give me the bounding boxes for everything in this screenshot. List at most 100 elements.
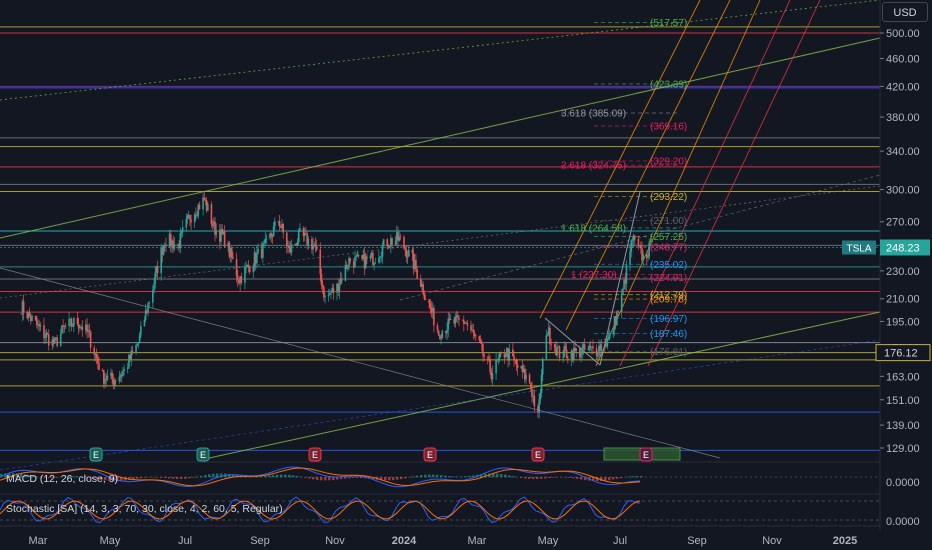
candle-body (580, 354, 582, 357)
candle-body (256, 253, 258, 263)
candle-body (455, 317, 457, 323)
candle-body (203, 198, 205, 201)
candle-body (127, 368, 129, 369)
macd-histogram-bar (196, 477, 199, 478)
candle-body (148, 302, 150, 303)
candle-body (473, 330, 475, 333)
candle-body (241, 276, 243, 282)
candle-body (199, 205, 201, 210)
earnings-marker[interactable]: E (424, 448, 436, 461)
earnings-marker[interactable]: E (309, 448, 321, 461)
candle-body (457, 315, 459, 317)
candle-body (196, 216, 198, 217)
candle-body (587, 349, 589, 350)
candle-body (56, 337, 58, 345)
fib-label: (209.78) (650, 295, 687, 306)
candle-body (380, 257, 382, 258)
candle-body (412, 250, 414, 253)
macd-histogram-bar (528, 477, 531, 479)
candle-body (630, 240, 632, 251)
candle-body (632, 240, 634, 241)
macd-histogram-bar (608, 477, 611, 480)
candle-body (72, 326, 74, 327)
candle-body (136, 345, 138, 346)
macd-histogram-bar (284, 475, 287, 478)
price-axis-label: 230.00 (886, 266, 920, 278)
candle-body (374, 263, 376, 264)
macd-histogram-bar (292, 475, 295, 477)
candle-body (373, 263, 375, 265)
candle-body (279, 221, 281, 227)
macd-histogram-bar (472, 475, 475, 477)
macd-histogram-bar (140, 477, 143, 478)
macd-histogram-bar (200, 476, 203, 477)
candle-body (404, 248, 406, 250)
candle-body (139, 335, 141, 343)
earnings-letter: E (93, 450, 99, 460)
candle-body (567, 358, 569, 359)
fib-label: (196.97) (650, 314, 687, 325)
price-axis-label: 380.00 (886, 112, 920, 124)
macd-histogram-bar (544, 477, 547, 478)
earnings-marker[interactable]: E (532, 448, 544, 461)
macd-histogram-bar (276, 475, 279, 477)
candle-body (479, 336, 481, 340)
candle-body (181, 230, 183, 232)
candle-body (48, 335, 50, 346)
candle-body (358, 255, 360, 256)
fib-label: (187.46) (650, 329, 687, 340)
candle-body (550, 344, 552, 345)
candle-body (597, 355, 599, 356)
candle-body (446, 330, 448, 333)
candle-body (638, 239, 640, 246)
candle-body (584, 344, 586, 350)
candle-body (517, 365, 519, 368)
candle-body (154, 273, 156, 284)
candle-body (89, 331, 91, 332)
candle-body (500, 353, 502, 354)
macd-histogram-bar (348, 477, 351, 478)
candle-body (54, 338, 56, 344)
macd-histogram-bar (508, 475, 511, 477)
price-axis-label: 151.00 (886, 395, 920, 407)
macd-histogram-bar (568, 477, 571, 478)
stochastic-label[interactable]: Stochastic [SA] (14, 3, 3, 70, 30, close… (6, 503, 283, 515)
candle-body (349, 258, 351, 262)
earnings-marker[interactable]: E (197, 448, 209, 461)
candle-body (286, 232, 288, 246)
candle-body (322, 285, 324, 287)
currency-button[interactable]: USD (882, 2, 928, 22)
candle-body (592, 346, 594, 348)
fib-label: (248.77) (650, 242, 687, 253)
candle-body (132, 351, 134, 352)
candle-body (40, 325, 42, 326)
candle-body (107, 376, 109, 380)
candle-body (531, 389, 533, 397)
candle-body (266, 238, 268, 239)
candle-body (601, 344, 603, 350)
macd-histogram-bar (604, 477, 607, 481)
candle-body (257, 249, 259, 253)
candle-body (467, 323, 469, 325)
price-axis-label: 460.00 (886, 54, 920, 66)
candle-body (165, 245, 167, 247)
candle-body (333, 288, 335, 293)
macd-histogram-bar (356, 477, 359, 478)
macd-histogram-bar (432, 475, 435, 478)
macd-histogram-bar (452, 476, 455, 477)
earnings-marker[interactable]: E (90, 448, 102, 461)
candle-body (505, 355, 507, 357)
candle-body (389, 246, 391, 247)
price-axis-label: 129.00 (886, 443, 920, 455)
price-axis-label: 163.00 (886, 371, 920, 383)
macd-label[interactable]: MACD (12, 26, close, 9) (6, 473, 118, 485)
earnings-marker[interactable]: E (640, 448, 652, 461)
candle-body (596, 348, 598, 355)
candle-body (245, 266, 247, 267)
macd-histogram-bar (340, 477, 343, 479)
macd-histogram-bar (456, 477, 459, 478)
candle-body (512, 350, 514, 357)
candle-body (437, 325, 439, 330)
